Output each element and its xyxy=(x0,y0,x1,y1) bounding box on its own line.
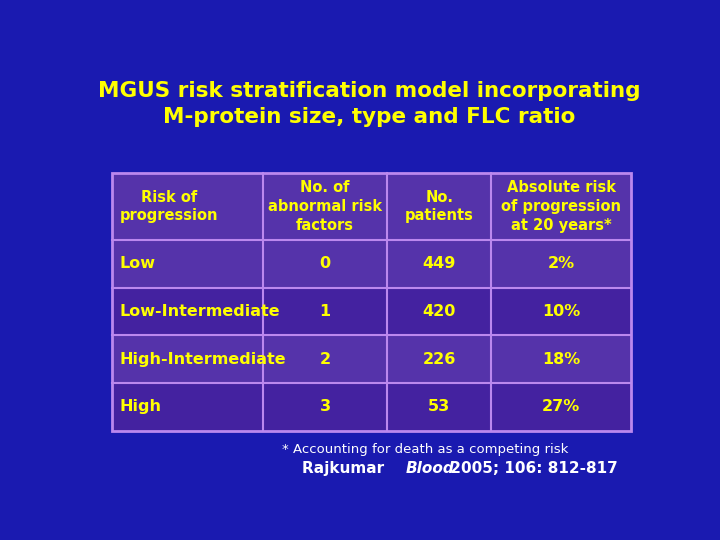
Text: High-Intermediate: High-Intermediate xyxy=(120,352,286,367)
Text: 449: 449 xyxy=(423,256,456,271)
Text: 420: 420 xyxy=(423,304,456,319)
Text: 18%: 18% xyxy=(542,352,580,367)
FancyBboxPatch shape xyxy=(112,335,631,383)
Text: Rajkumar: Rajkumar xyxy=(302,462,390,476)
Text: Risk of
progression: Risk of progression xyxy=(120,190,218,223)
Text: MGUS risk stratification model incorporating
M-protein size, type and FLC ratio: MGUS risk stratification model incorpora… xyxy=(98,82,640,127)
Text: High: High xyxy=(120,400,161,414)
Text: 2005; 106: 812-817: 2005; 106: 812-817 xyxy=(445,462,618,476)
FancyBboxPatch shape xyxy=(112,240,631,288)
FancyBboxPatch shape xyxy=(112,288,631,335)
Text: No.
patients: No. patients xyxy=(405,190,474,223)
Text: * Accounting for death as a competing risk: * Accounting for death as a competing ri… xyxy=(282,443,568,456)
FancyBboxPatch shape xyxy=(112,173,631,240)
FancyBboxPatch shape xyxy=(112,383,631,431)
Text: 27%: 27% xyxy=(542,400,580,414)
Text: 1: 1 xyxy=(320,304,330,319)
Text: 2%: 2% xyxy=(548,256,575,271)
Text: Absolute risk
of progression
at 20 years*: Absolute risk of progression at 20 years… xyxy=(501,180,621,233)
Text: No. of
abnormal risk
factors: No. of abnormal risk factors xyxy=(268,180,382,233)
Text: Low: Low xyxy=(120,256,156,271)
Text: 2: 2 xyxy=(320,352,330,367)
Text: 3: 3 xyxy=(320,400,330,414)
Text: 10%: 10% xyxy=(542,304,580,319)
Text: 53: 53 xyxy=(428,400,451,414)
Text: 0: 0 xyxy=(320,256,330,271)
Text: Blood: Blood xyxy=(405,462,454,476)
Text: Low-Intermediate: Low-Intermediate xyxy=(120,304,280,319)
Text: 226: 226 xyxy=(423,352,456,367)
